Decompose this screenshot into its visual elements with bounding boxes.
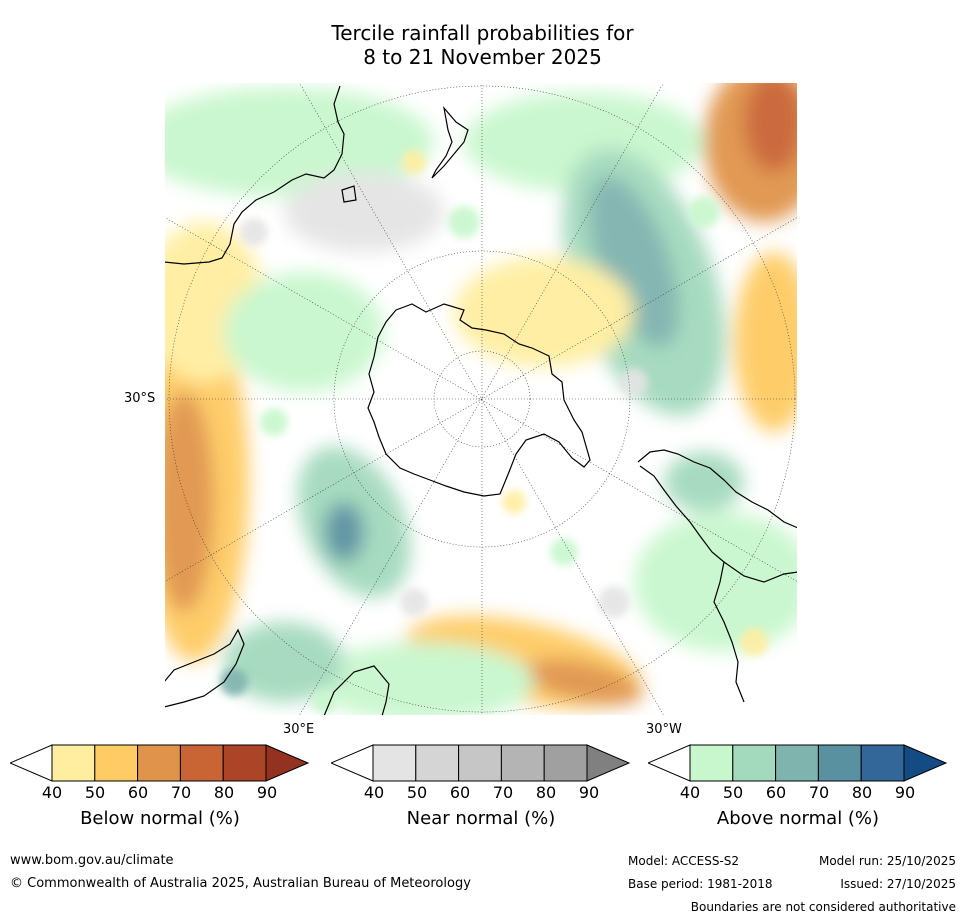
below-normal-title: Below normal (%): [80, 808, 240, 829]
boundaries-disclaimer: Boundaries are not considered authoritat…: [690, 900, 956, 914]
colorbar-cell-0-2: [94, 744, 139, 782]
base-period: Base period: 1981-2018: [628, 877, 773, 891]
copyright-text: © Commonwealth of Australia 2025, Austra…: [10, 876, 471, 891]
above-tick-60: 60: [765, 783, 787, 802]
colorbar-cell-2-2: [732, 744, 777, 782]
longitude-label-30w: 30°W: [646, 722, 682, 737]
colorbar-below-extend-high: [265, 744, 310, 782]
colorbar-cell-2-4: [817, 744, 862, 782]
colorbar-cell-0-3: [137, 744, 181, 782]
above-tick-90: 90: [894, 783, 916, 802]
antarctica-coastline: [367, 303, 591, 497]
colorbar-below-normal: [10, 744, 310, 782]
south-america-coastline: [637, 449, 798, 703]
probability-map: [164, 82, 798, 716]
colorbar-above-cells: [689, 744, 905, 782]
issued-date: Issued: 27/10/2025: [840, 877, 956, 891]
below-tick-50: 50: [84, 783, 106, 802]
website-link[interactable]: www.bom.gov.au/climate: [10, 853, 174, 868]
latitude-label-30s: 30°S: [124, 391, 156, 406]
colorbar-cell-1-5: [543, 744, 588, 782]
colorbar-near-extend-low: [331, 744, 374, 782]
near-tick-80: 80: [535, 783, 557, 802]
above-tick-80: 80: [851, 783, 873, 802]
colorbar-cell-1-2: [415, 744, 460, 782]
colorbar-cell-1-1: [372, 744, 417, 782]
colorbar-cell-1-4: [500, 744, 545, 782]
colorbar-above-normal: [648, 744, 948, 782]
longitude-label-30e: 30°E: [283, 722, 315, 737]
below-tick-40: 40: [41, 783, 63, 802]
colorbar-below-extend-low: [10, 744, 53, 782]
colorbar-cell-2-3: [775, 744, 819, 782]
below-tick-60: 60: [127, 783, 149, 802]
above-tick-50: 50: [722, 783, 744, 802]
near-tick-70: 70: [492, 783, 514, 802]
graticule: [164, 82, 798, 716]
africa-coastline: [164, 628, 390, 716]
colorbar-near-extend-high: [586, 744, 631, 782]
colorbar-cell-2-5: [860, 744, 905, 782]
map-title-line-2: 8 to 21 November 2025: [363, 45, 602, 69]
above-normal-title: Above normal (%): [716, 808, 880, 829]
model-name: Model: ACCESS-S2: [628, 854, 740, 868]
colorbar-near-normal: [331, 744, 631, 782]
tasmania-coastline: [341, 185, 357, 203]
new-zealand-coastline: [431, 105, 469, 179]
colorbar-cell-2-1: [689, 744, 734, 782]
probability-field: [164, 82, 798, 716]
near-tick-60: 60: [449, 783, 471, 802]
below-tick-70: 70: [170, 783, 192, 802]
model-run-date: Model run: 25/10/2025: [818, 854, 956, 868]
map-title-line-1: Tercile rainfall probabilities for: [331, 21, 634, 45]
colorbar-cell-0-4: [179, 744, 224, 782]
below-tick-80: 80: [213, 783, 235, 802]
colorbar-cell-1-3: [458, 744, 502, 782]
near-tick-50: 50: [406, 783, 428, 802]
colorbar-cell-0-5: [222, 744, 267, 782]
australia-coastline: [164, 85, 345, 265]
coastlines: [164, 85, 798, 716]
below-tick-90: 90: [256, 783, 278, 802]
colorbar-cell-0-1: [51, 744, 96, 782]
probability-speckle: [220, 150, 768, 714]
near-normal-title: Near normal (%): [406, 808, 556, 829]
near-tick-40: 40: [363, 783, 385, 802]
above-tick-70: 70: [808, 783, 830, 802]
colorbar-near-cells: [372, 744, 588, 782]
colorbar-above-extend-low: [648, 744, 691, 782]
colorbar-above-extend-high: [903, 744, 948, 782]
near-tick-90: 90: [578, 783, 600, 802]
colorbar-below-cells: [51, 744, 267, 782]
above-tick-40: 40: [679, 783, 701, 802]
